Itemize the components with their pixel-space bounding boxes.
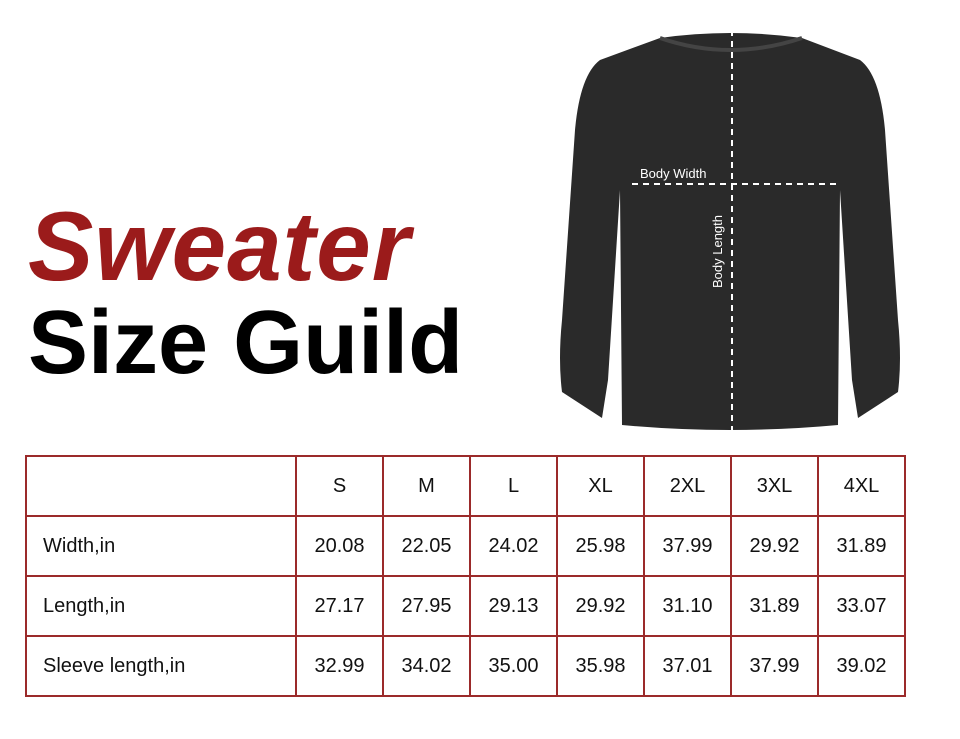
cell: 37.01 [643,635,732,697]
cell: 39.02 [817,635,906,697]
cell: 22.05 [382,515,471,577]
row-label: Sleeve length,in [25,635,297,697]
cell: 20.08 [295,515,384,577]
body-width-label: Body Width [640,166,706,181]
size-table: S M L XL 2XL 3XL 4XL Width,in 20.08 22.0… [25,455,906,697]
cell: 31.89 [730,575,819,637]
header-cell: M [382,455,471,517]
cell: 29.92 [730,515,819,577]
header-cell: 3XL [730,455,819,517]
cell: 29.92 [556,575,645,637]
header-cell: S [295,455,384,517]
cell: 31.10 [643,575,732,637]
cell: 31.89 [817,515,906,577]
header-cell: L [469,455,558,517]
table-header-row: S M L XL 2XL 3XL 4XL [25,455,906,517]
table-row: Sleeve length,in 32.99 34.02 35.00 35.98… [25,635,906,697]
title-size-guild: Size Guild [28,293,464,393]
header-cell-empty [25,455,297,517]
cell: 24.02 [469,515,558,577]
cell: 33.07 [817,575,906,637]
cell: 29.13 [469,575,558,637]
table-row: Width,in 20.08 22.05 24.02 25.98 37.99 2… [25,515,906,577]
cell: 34.02 [382,635,471,697]
title-sweater: Sweater [28,191,411,301]
cell: 35.98 [556,635,645,697]
cell: 27.17 [295,575,384,637]
sweater-illustration: Body Width Body Length [560,30,900,430]
header-cell: XL [556,455,645,517]
row-label: Length,in [25,575,297,637]
row-label: Width,in [25,515,297,577]
cell: 37.99 [643,515,732,577]
table-row: Length,in 27.17 27.95 29.13 29.92 31.10 … [25,575,906,637]
cell: 27.95 [382,575,471,637]
cell: 37.99 [730,635,819,697]
header-cell: 2XL [643,455,732,517]
cell: 25.98 [556,515,645,577]
body-length-label: Body Length [710,215,725,288]
cell: 35.00 [469,635,558,697]
cell: 32.99 [295,635,384,697]
header-cell: 4XL [817,455,906,517]
